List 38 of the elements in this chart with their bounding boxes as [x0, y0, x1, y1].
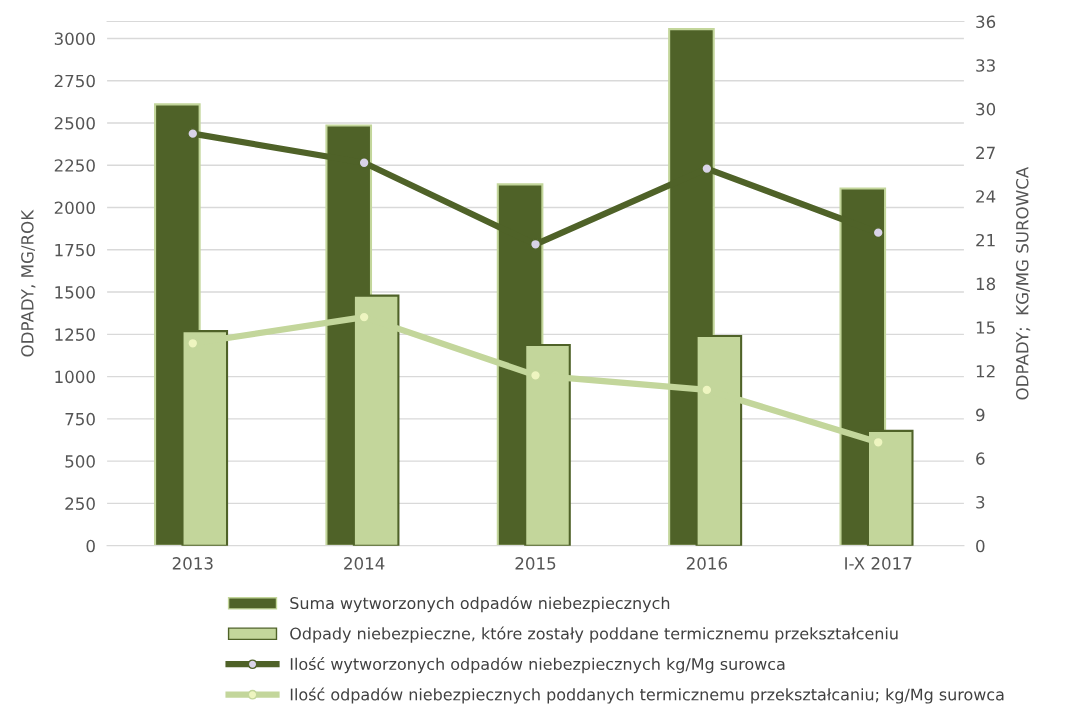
y-tick-label: 250	[65, 497, 95, 510]
y-tick-label: 2500	[54, 116, 95, 130]
y2-tick-label: 18	[976, 277, 996, 291]
y-tick-label: 1500	[55, 286, 95, 299]
y-tick-label: 1750	[55, 243, 95, 257]
x-tick-label: 2016	[686, 557, 728, 570]
y2-tick-label: 36	[976, 15, 996, 29]
y-tick-label: 500	[65, 455, 95, 468]
y2-tick-label: 9	[976, 408, 985, 422]
y2-tick-label: 33	[976, 59, 995, 72]
legend-label: Odpady niebezpieczne, które zostały poddane termicznemu przekształceniu	[290, 626, 898, 643]
y2-tick-label: 27	[976, 146, 995, 159]
y2-tick-label: 12	[976, 364, 995, 378]
y-tick-label: 2250	[54, 159, 95, 172]
y2-tick-label: 6	[976, 452, 985, 465]
point	[529, 238, 542, 250]
x-tick-label: I-X 2017	[845, 557, 912, 570]
y-tick-label: 3000	[54, 32, 95, 46]
y2-axis-title: ODPADY; KG/MG SUROWCA	[1015, 166, 1031, 400]
y-tick-label: 2000	[54, 201, 95, 215]
y2-tick-label: 21	[976, 233, 995, 247]
y2-tick-label: 30	[976, 102, 996, 116]
legend-label: Ilość odpadów niebezpiecznych poddanych termicznemu przekształcaniu; kg/Mg surowca	[290, 687, 1004, 704]
y2-tick-label: 15	[976, 321, 995, 334]
legend-label: Suma wytworzonych odpadów niebezpiecznych	[290, 596, 670, 613]
y-tick-label: 1000	[55, 370, 95, 384]
y2-tick-label: 3	[976, 495, 985, 509]
x-tick-label: 2014	[344, 557, 385, 570]
legend-label: Ilość wytworzonych odpadów niebezpiecznych kg/Mg surowca	[290, 657, 785, 674]
y-tick-label: 0	[86, 539, 95, 553]
y-axis-title: ODPADY, MG/ROK	[21, 209, 36, 357]
y-tick-label: 1250	[55, 328, 95, 341]
x-tick-label: 2015	[515, 557, 556, 570]
y2-tick-label: 0	[976, 539, 985, 553]
x-tick-label: 2013	[172, 557, 213, 570]
y-tick-label: 750	[65, 412, 95, 426]
y2-tick-label: 24	[976, 190, 996, 203]
y-tick-label: 2750	[54, 74, 95, 88]
